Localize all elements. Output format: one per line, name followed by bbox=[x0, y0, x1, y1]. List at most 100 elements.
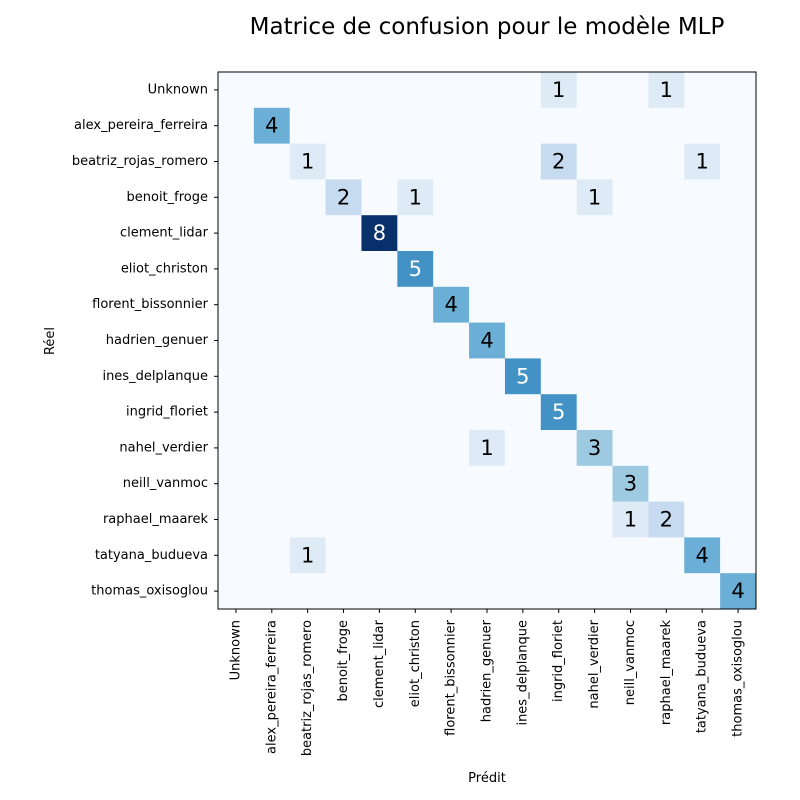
matrix-cell bbox=[720, 430, 757, 467]
cell-value-label: 1 bbox=[301, 150, 314, 174]
y-tick-label: ingrid_floriet bbox=[126, 405, 208, 420]
matrix-cell bbox=[720, 107, 757, 144]
matrix-cell bbox=[576, 465, 613, 502]
matrix-cell bbox=[540, 72, 577, 109]
matrix-cell bbox=[289, 286, 326, 323]
cell-value-label: 1 bbox=[588, 185, 601, 209]
matrix-cell bbox=[648, 72, 685, 109]
matrix-cell bbox=[540, 394, 577, 431]
matrix-cell bbox=[253, 394, 291, 431]
matrix-cell bbox=[504, 143, 542, 180]
matrix-cell bbox=[684, 107, 721, 144]
matrix-cell bbox=[684, 394, 721, 431]
matrix-cell bbox=[218, 215, 255, 252]
y-tick-label: raphael_maarek bbox=[103, 512, 209, 527]
cell-value-label: 4 bbox=[480, 329, 493, 353]
matrix-cell bbox=[325, 215, 362, 252]
matrix-cell bbox=[684, 573, 721, 610]
matrix-cell bbox=[397, 251, 434, 288]
cell-value-label: 1 bbox=[624, 508, 637, 532]
matrix-cell bbox=[218, 286, 255, 323]
matrix-cell bbox=[540, 107, 577, 144]
matrix-cell bbox=[397, 286, 434, 323]
matrix-cell bbox=[684, 358, 721, 395]
matrix-cell bbox=[469, 430, 506, 467]
matrix-cell bbox=[253, 179, 291, 216]
cell-value-label: 1 bbox=[696, 150, 709, 174]
matrix-cell bbox=[720, 251, 757, 288]
matrix-cell bbox=[253, 72, 291, 109]
matrix-cell bbox=[361, 107, 398, 144]
cell-value-label: 1 bbox=[480, 436, 493, 460]
matrix-cell bbox=[253, 251, 291, 288]
matrix-cell bbox=[325, 573, 362, 610]
matrix-cell bbox=[289, 107, 326, 144]
matrix-cell bbox=[720, 465, 757, 502]
matrix-cell bbox=[684, 215, 721, 252]
matrix-cell bbox=[612, 107, 649, 144]
matrix-cell bbox=[540, 465, 577, 502]
matrix-cell bbox=[576, 179, 613, 216]
matrix-cell bbox=[433, 465, 470, 502]
cell-value-label: 2 bbox=[660, 508, 673, 532]
matrix-cell bbox=[433, 215, 470, 252]
x-tick-label: alex_pereira_ferreira bbox=[264, 620, 279, 754]
matrix-cell bbox=[325, 107, 362, 144]
matrix-cell bbox=[325, 501, 362, 538]
cell-value-label: 1 bbox=[409, 185, 422, 209]
matrix-cell bbox=[720, 394, 757, 431]
matrix-cell bbox=[720, 179, 757, 216]
x-axis-label: Prédit bbox=[468, 771, 506, 786]
matrix-cell bbox=[612, 72, 649, 109]
matrix-cell bbox=[253, 430, 291, 467]
matrix-cell bbox=[576, 573, 613, 610]
x-tick-label: ingrid_floriet bbox=[551, 620, 566, 702]
matrix-cell bbox=[433, 394, 470, 431]
matrix-cell bbox=[540, 358, 577, 395]
matrix-cell bbox=[218, 143, 255, 180]
matrix-cell bbox=[576, 358, 613, 395]
y-axis-label: Réel bbox=[43, 327, 58, 355]
matrix-cell bbox=[504, 394, 542, 431]
matrix-cell bbox=[361, 501, 398, 538]
matrix-cell bbox=[218, 107, 255, 144]
matrix-cell bbox=[397, 179, 434, 216]
matrix-cell bbox=[433, 501, 470, 538]
matrix-cell bbox=[684, 179, 721, 216]
matrix-cell bbox=[576, 537, 613, 574]
x-tick-label: tatyana_budueva bbox=[695, 620, 710, 733]
cell-value-label: 1 bbox=[301, 543, 314, 567]
matrix-cell bbox=[576, 322, 613, 359]
matrix-cell bbox=[218, 322, 255, 359]
matrix-cell bbox=[253, 322, 291, 359]
matrix-cell bbox=[504, 72, 542, 109]
matrix-cell bbox=[648, 322, 685, 359]
matrix-cell bbox=[361, 358, 398, 395]
matrix-cell bbox=[612, 215, 649, 252]
matrix-cell bbox=[397, 72, 434, 109]
matrix-cell bbox=[720, 573, 757, 610]
matrix-cell bbox=[253, 358, 291, 395]
matrix-cell bbox=[648, 465, 685, 502]
matrix-cell bbox=[612, 501, 649, 538]
matrix-cell bbox=[253, 501, 291, 538]
matrix-cell bbox=[540, 537, 577, 574]
matrix-cell bbox=[218, 179, 255, 216]
matrix-cell bbox=[289, 465, 326, 502]
matrix-cell bbox=[469, 72, 506, 109]
cell-value-label: 8 bbox=[373, 221, 386, 245]
matrix-cell bbox=[648, 573, 685, 610]
matrix-cell bbox=[289, 573, 326, 610]
matrix-cell bbox=[397, 394, 434, 431]
y-tick-label: benoit_froge bbox=[127, 190, 209, 205]
matrix-cell bbox=[612, 537, 649, 574]
matrix-cell bbox=[218, 430, 255, 467]
matrix-cell bbox=[253, 465, 291, 502]
cell-value-label: 4 bbox=[265, 114, 278, 138]
matrix-cell bbox=[720, 286, 757, 323]
cell-value-label: 5 bbox=[409, 257, 422, 281]
matrix-cell bbox=[684, 286, 721, 323]
x-tick-label: ines_delplanque bbox=[515, 620, 530, 726]
matrix-cell bbox=[289, 215, 326, 252]
